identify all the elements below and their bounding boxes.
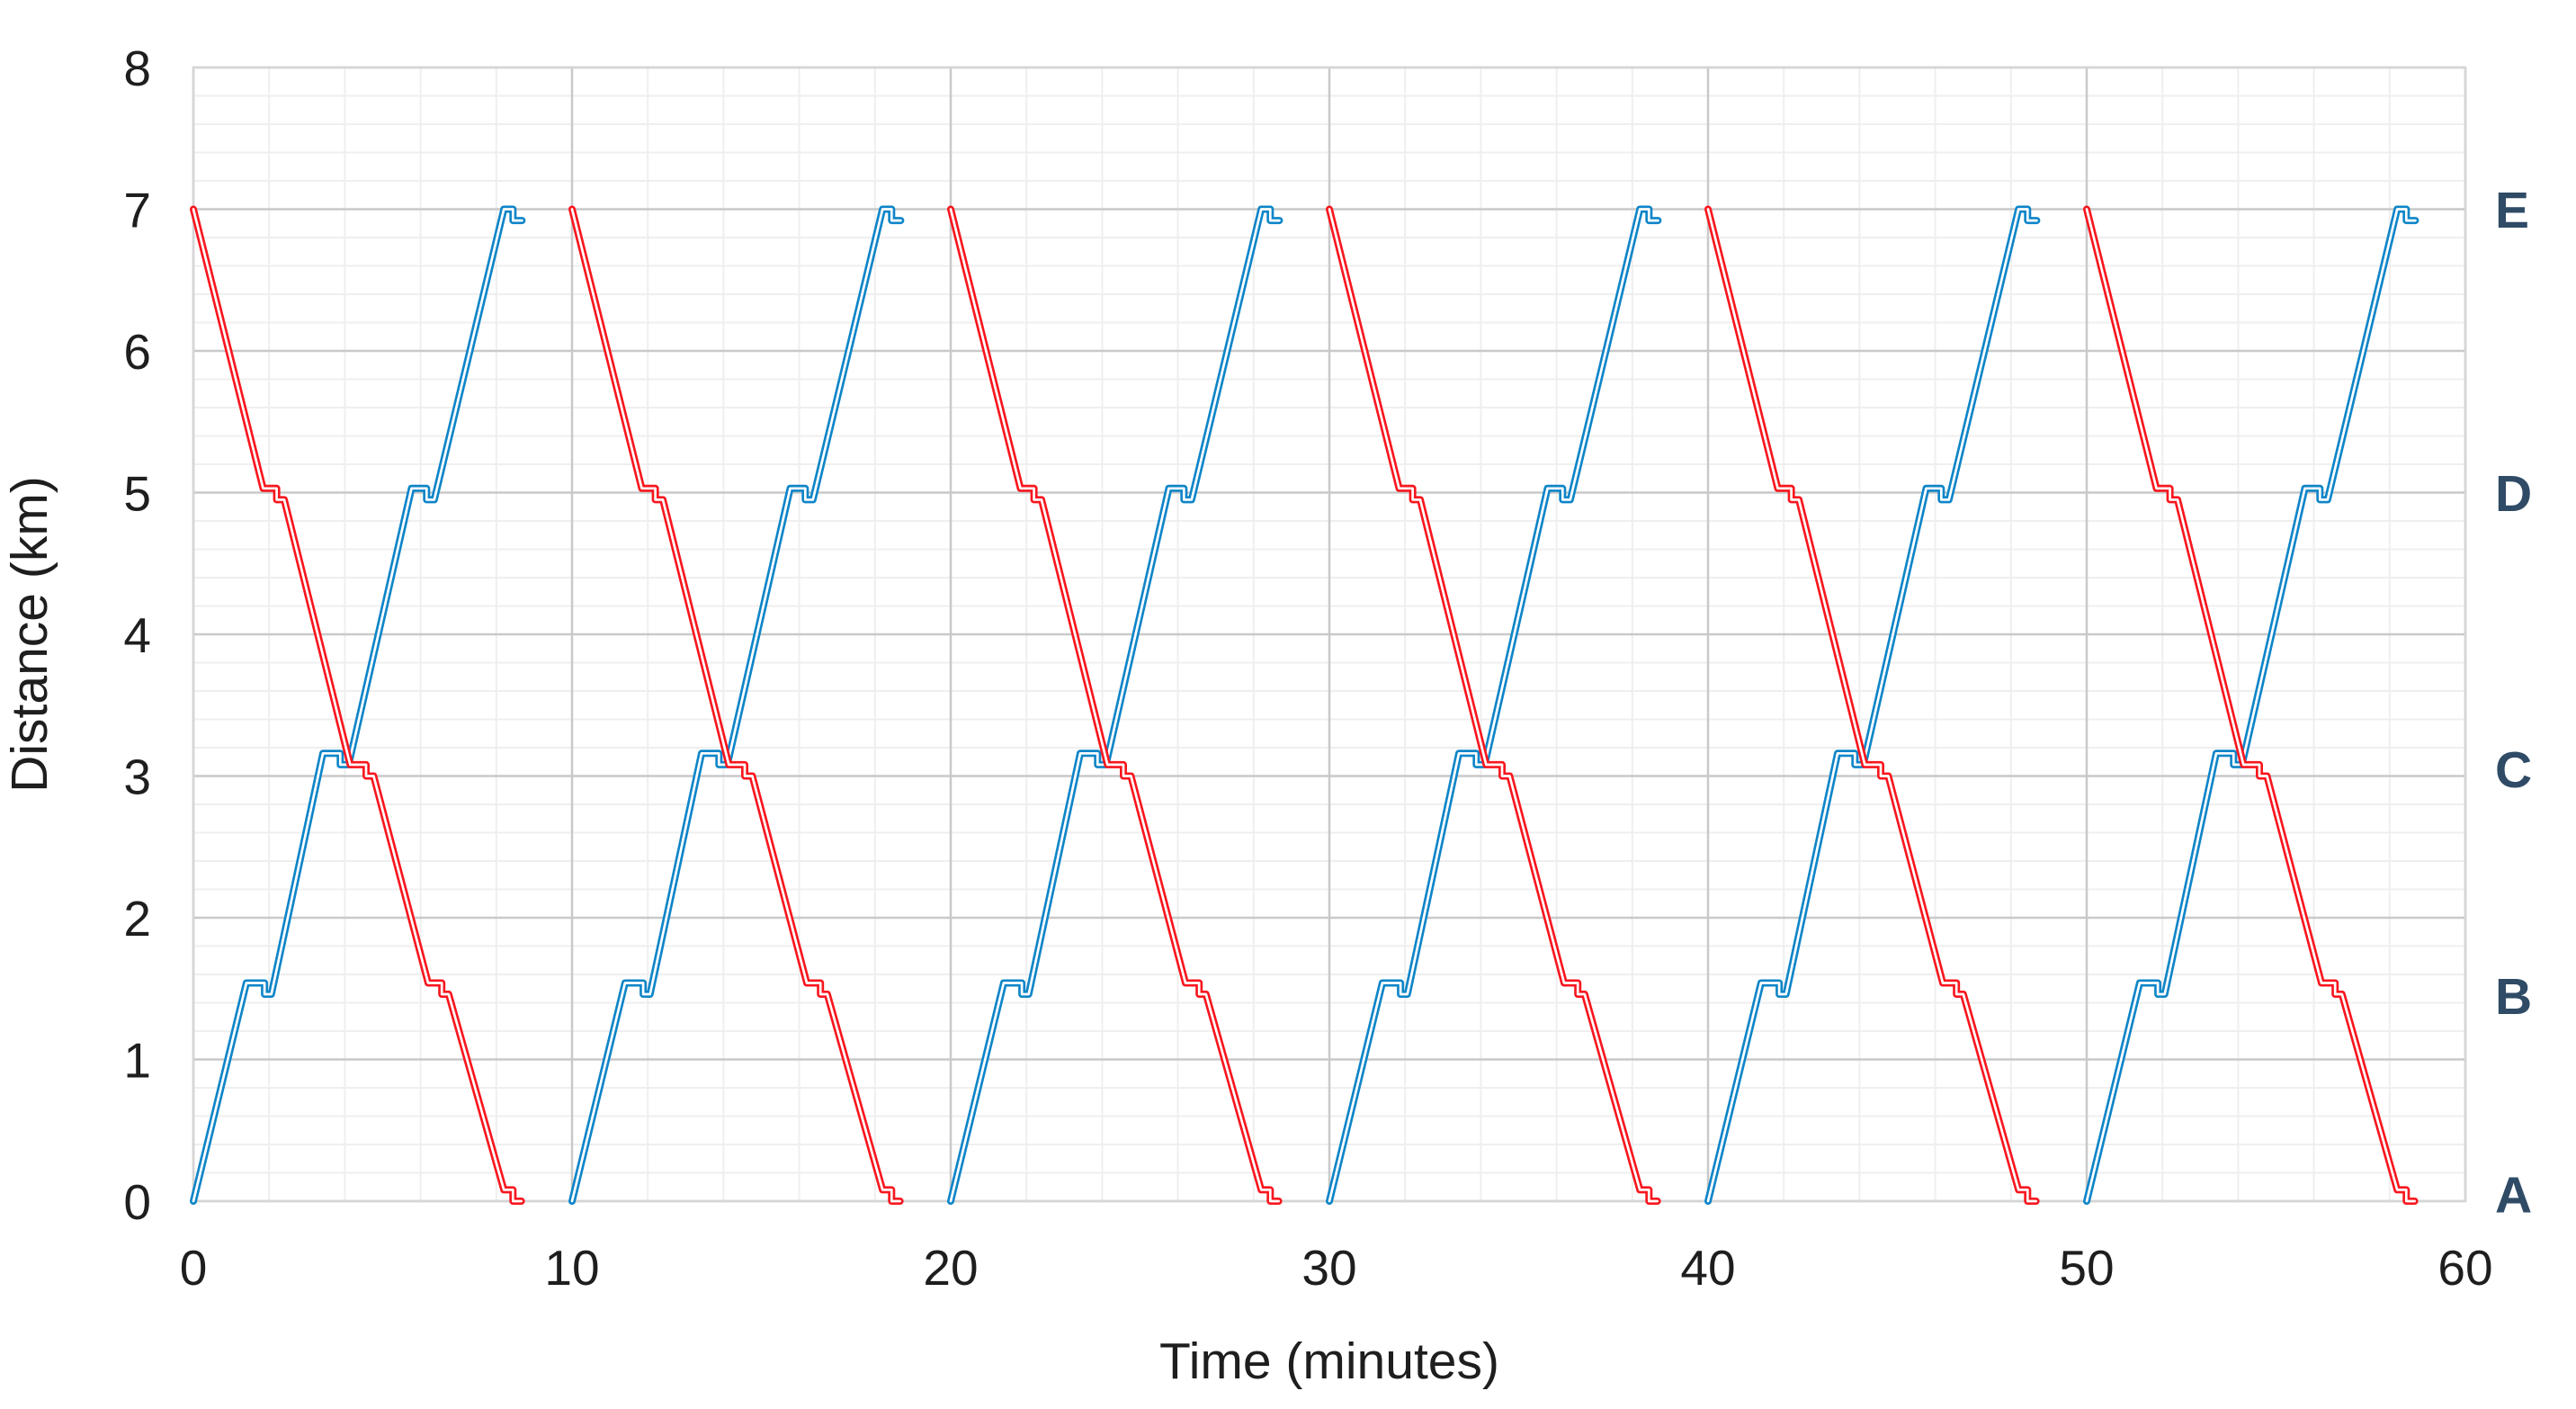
tick-label-layer: 0 1 2 3 4 5 6 7 8 0 10 20 30 40 50 60 [123,40,2492,1296]
train-lines-layer [190,205,2419,1205]
y-tick-label: 3 [123,749,151,804]
up-train-A-to-E-core [1706,208,2038,1203]
station-label-E: E [2495,182,2529,239]
up-train-A-to-E-core [192,208,523,1203]
x-tick-label: 50 [2059,1240,2114,1296]
down-train-E-to-A-core [1706,208,2037,1203]
y-tick-label: 0 [123,1174,151,1230]
up-train-A-to-E-outer [1326,205,1662,1205]
down-train-E-to-A-core [949,208,1280,1203]
up-train-A-to-E-core [1328,208,1659,1203]
down-train-E-to-A-core [192,208,523,1203]
down-train-E-to-A-outer [568,205,904,1205]
x-tick-label: 30 [1301,1240,1356,1296]
down-train-E-to-A-outer [2083,205,2419,1205]
y-tick-label: 4 [123,607,151,663]
station-label-B: B [2495,968,2532,1026]
up-train-A-to-E-core [570,208,902,1203]
station-label-A: A [2495,1167,2532,1225]
up-train-A-to-E-core [949,208,1281,1203]
y-tick-label: 5 [123,465,151,521]
station-label-layer: E D C B A [2495,182,2532,1225]
grid-layer [192,66,2467,1203]
y-tick-label: 1 [123,1032,151,1088]
y-axis-title: Distance (km) [1,476,58,793]
y-tick-label: 2 [123,891,151,947]
y-tick-label: 8 [123,40,151,96]
down-train-E-to-A-core [1328,208,1659,1203]
y-tick-label: 6 [123,324,151,380]
up-train-A-to-E-core [2085,208,2417,1203]
x-tick-label: 10 [544,1240,599,1296]
up-train-A-to-E-outer [2083,205,2419,1205]
up-train-A-to-E-outer [947,205,1284,1205]
up-train-A-to-E-outer [190,205,526,1205]
station-label-D: D [2495,465,2532,523]
up-train-A-to-E-outer [1704,205,2041,1205]
x-tick-label: 40 [1680,1240,1735,1296]
x-axis-title: Time (minutes) [1159,1333,1499,1390]
down-train-E-to-A-outer [1704,205,2040,1205]
up-train-A-to-E-outer [568,205,905,1205]
x-tick-label: 0 [180,1240,208,1296]
down-train-E-to-A-core [2085,208,2416,1203]
station-label-C: C [2495,741,2532,799]
x-tick-label: 60 [2437,1240,2492,1296]
x-tick-label: 20 [923,1240,978,1296]
down-train-E-to-A-outer [190,205,525,1205]
down-train-E-to-A-outer [1326,205,1661,1205]
down-train-E-to-A-core [570,208,901,1203]
y-tick-label: 7 [123,182,151,238]
down-train-E-to-A-outer [947,205,1283,1205]
